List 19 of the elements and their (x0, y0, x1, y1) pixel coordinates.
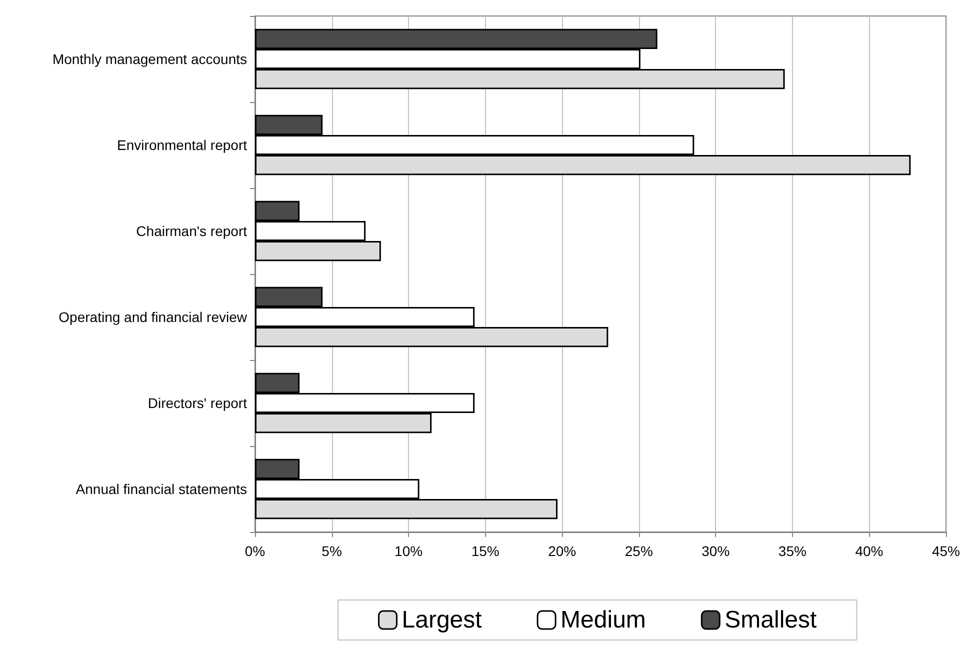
x-tick-label: 35% (778, 543, 806, 559)
y-tick-label: Annual financial statements (76, 481, 247, 497)
x-tick-label: 0% (244, 543, 266, 559)
y-tick-label: Environmental report (117, 137, 248, 153)
x-tick-label: 5% (322, 543, 342, 559)
x-tick-label: 25% (624, 543, 653, 559)
x-tick-label: 40% (855, 543, 884, 559)
legend-label: Largest (402, 606, 482, 634)
y-tick-label: Monthly management accounts (52, 51, 247, 67)
x-tick-label: 45% (932, 543, 960, 559)
legend-label: Medium (560, 606, 646, 634)
y-tick-label: Directors' report (148, 395, 248, 411)
y-tick-label: Chairman's report (136, 223, 248, 239)
x-tick-label: 15% (471, 543, 500, 559)
legend-label: Smallest (724, 606, 818, 634)
y-tick-label: Operating and financial review (58, 309, 248, 325)
x-tick-label: 10% (394, 543, 423, 559)
x-tick-label: 20% (548, 543, 576, 559)
x-tick-label: 30% (702, 543, 730, 559)
